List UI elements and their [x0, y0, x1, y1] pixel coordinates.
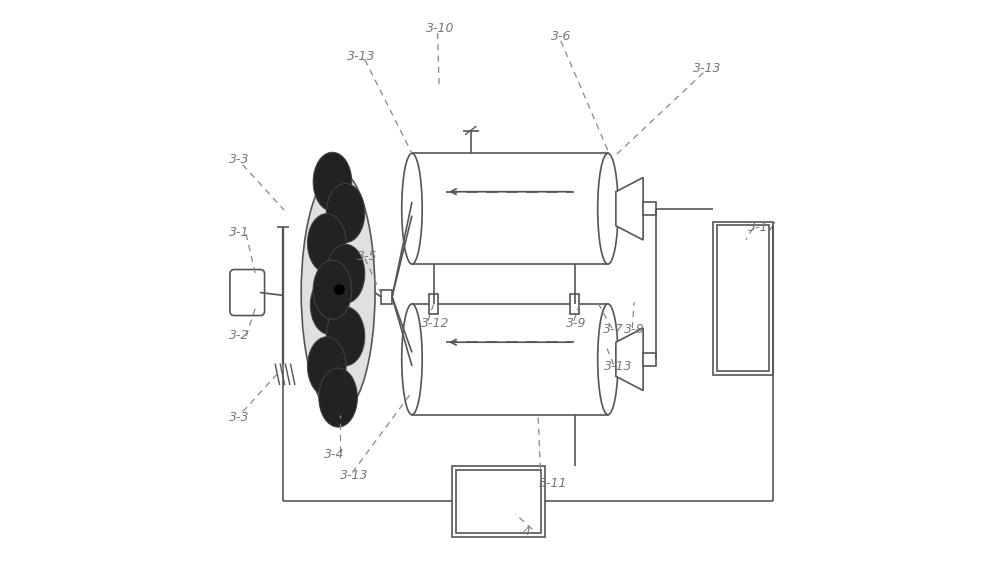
Ellipse shape: [313, 260, 352, 319]
Text: 3-7: 3-7: [603, 323, 624, 336]
Ellipse shape: [319, 368, 357, 427]
Ellipse shape: [598, 304, 618, 415]
Bar: [456, 470, 541, 533]
Ellipse shape: [334, 285, 344, 295]
Ellipse shape: [307, 214, 346, 273]
Text: 3-13: 3-13: [340, 470, 368, 482]
Bar: [643, 353, 656, 366]
Text: 3-2: 3-2: [228, 329, 249, 341]
Text: 3-8: 3-8: [624, 323, 644, 336]
Text: 3-13: 3-13: [604, 360, 632, 373]
Ellipse shape: [326, 183, 365, 243]
Bar: [643, 202, 656, 215]
Bar: [381, 290, 392, 304]
Text: 4: 4: [523, 525, 531, 537]
FancyBboxPatch shape: [230, 270, 265, 316]
Text: 3-17: 3-17: [748, 221, 777, 233]
Ellipse shape: [326, 244, 365, 303]
Ellipse shape: [598, 153, 618, 264]
Polygon shape: [616, 328, 643, 391]
Bar: [717, 225, 769, 371]
Bar: [713, 222, 773, 375]
Ellipse shape: [402, 153, 422, 264]
Text: 3-1: 3-1: [228, 227, 249, 239]
Text: 3-11: 3-11: [539, 478, 567, 490]
Ellipse shape: [301, 170, 375, 415]
Bar: [452, 466, 545, 537]
Text: 3-13: 3-13: [347, 51, 375, 63]
Text: 3-12: 3-12: [420, 318, 449, 330]
Text: 3-3: 3-3: [228, 411, 249, 424]
Ellipse shape: [307, 337, 346, 396]
Ellipse shape: [402, 304, 422, 415]
Text: 3-6: 3-6: [551, 31, 572, 43]
Bar: [429, 294, 438, 314]
Bar: [412, 153, 608, 264]
Bar: [570, 294, 579, 314]
Ellipse shape: [313, 152, 352, 211]
Text: 3-9: 3-9: [566, 318, 587, 330]
Text: 3-4: 3-4: [324, 448, 344, 461]
Text: 3-10: 3-10: [426, 22, 455, 35]
Text: 3-5: 3-5: [357, 250, 377, 263]
Ellipse shape: [326, 307, 365, 366]
Text: 3-13: 3-13: [693, 62, 722, 74]
Text: 3-3: 3-3: [228, 153, 249, 165]
Ellipse shape: [310, 275, 349, 335]
Bar: [412, 304, 608, 415]
Polygon shape: [616, 177, 643, 240]
